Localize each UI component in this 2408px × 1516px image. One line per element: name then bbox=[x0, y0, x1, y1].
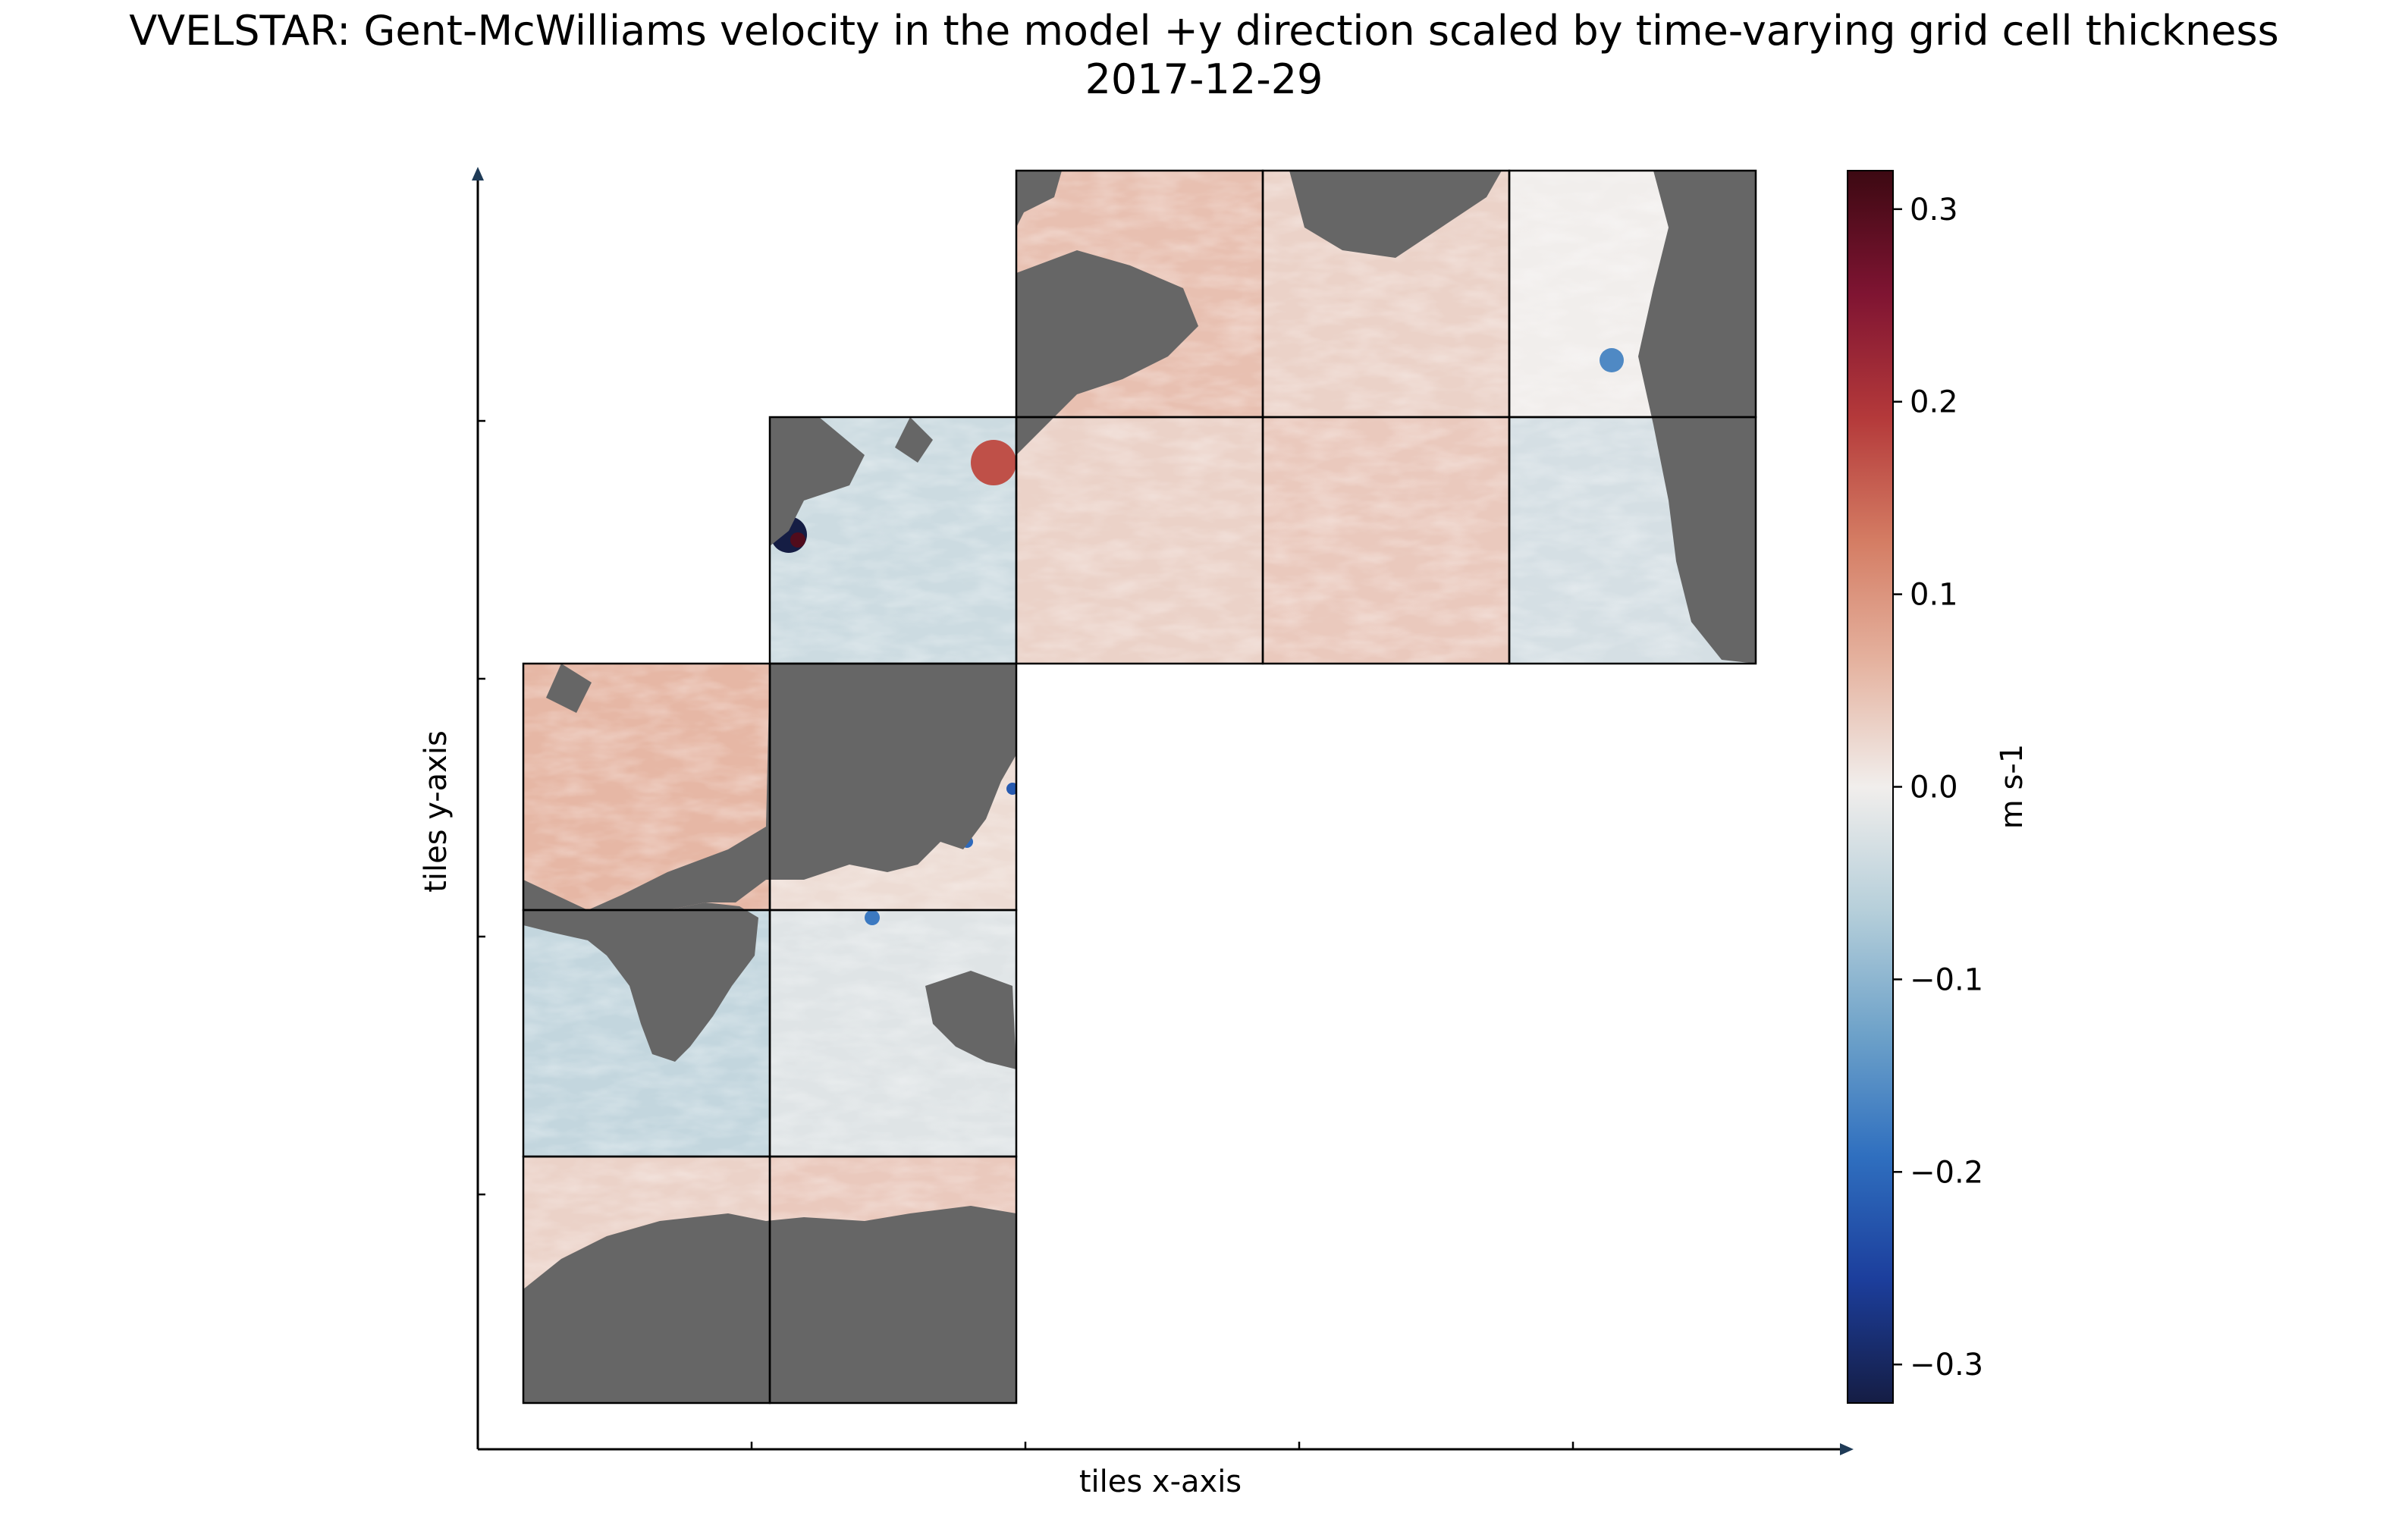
tile-4-4-border bbox=[1508, 169, 1757, 419]
x-ticks bbox=[750, 1442, 1574, 1449]
colorbar-label: m s-1 bbox=[1995, 744, 2030, 829]
colorbar-tick-label-4: −0.1 bbox=[1910, 962, 1983, 997]
land-north-america-west bbox=[1016, 250, 1198, 455]
x-axis-label: tiles x-axis bbox=[1079, 1464, 1242, 1499]
land-north-america bbox=[770, 417, 865, 546]
land-africa bbox=[588, 902, 758, 1062]
plot-axes bbox=[472, 167, 1854, 1455]
colorbar: 0.3 0.2 0.1 0.0 −0.1 −0.2 −0.3 m s-1 bbox=[1847, 170, 2030, 1404]
tile-3-3-texture bbox=[1263, 417, 1509, 664]
colorbar-tick-label-5: −0.2 bbox=[1910, 1155, 1983, 1190]
y-axis-label: tiles y-axis bbox=[419, 730, 454, 893]
colorbar-ticks: 0.3 0.2 0.1 0.0 −0.1 −0.2 −0.3 bbox=[1893, 193, 1983, 1383]
x-axis-arrowhead bbox=[1840, 1443, 1854, 1455]
land-europe-top bbox=[546, 664, 592, 713]
velocity-anomaly-6 bbox=[865, 910, 880, 925]
colorbar-tick-label-3: 0.0 bbox=[1910, 771, 1958, 805]
land-north-america-2 bbox=[895, 417, 933, 463]
tile-2-3-texture bbox=[1016, 417, 1263, 664]
land-eurasia bbox=[588, 664, 1016, 910]
land-greenland bbox=[1016, 171, 1062, 228]
colorbar-tick-label-1: 0.2 bbox=[1910, 385, 1958, 420]
chart-subtitle: 2017-12-29 bbox=[1085, 55, 1323, 103]
colorbar-gradient-bar bbox=[1847, 170, 1894, 1404]
velocity-anomaly-2 bbox=[971, 440, 1016, 485]
colorbar-tick-label-6: −0.3 bbox=[1910, 1348, 1983, 1383]
y-ticks bbox=[478, 419, 485, 1196]
velocity-anomaly-4 bbox=[1600, 348, 1624, 372]
land-siberia bbox=[1289, 171, 1502, 258]
land-australia bbox=[925, 971, 1016, 1069]
colorbar-tick-label-0: 0.3 bbox=[1910, 193, 1958, 228]
tiles-layer bbox=[522, 169, 1757, 1405]
velocity-anomaly-1 bbox=[790, 532, 805, 548]
y-axis-arrowhead bbox=[472, 167, 484, 180]
colorbar-tick-label-2: 0.1 bbox=[1910, 578, 1958, 613]
chart-title: VVELSTAR: Gent-McWilliams velocity in th… bbox=[129, 7, 2279, 55]
